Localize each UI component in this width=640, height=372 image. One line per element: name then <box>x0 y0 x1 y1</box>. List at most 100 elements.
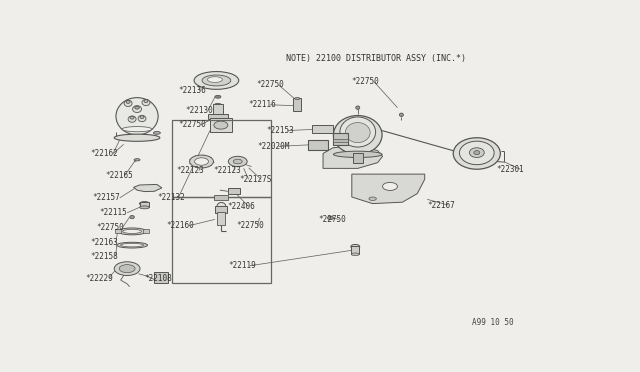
Ellipse shape <box>144 100 148 103</box>
Ellipse shape <box>135 106 140 109</box>
Bar <box>353 153 363 163</box>
Bar <box>143 230 149 233</box>
Text: *22750: *22750 <box>256 80 284 89</box>
Text: *22750: *22750 <box>236 221 264 230</box>
Ellipse shape <box>154 131 161 134</box>
Text: *22165: *22165 <box>106 171 134 180</box>
Ellipse shape <box>295 97 300 100</box>
Bar <box>213 104 223 116</box>
Bar <box>333 139 348 142</box>
Ellipse shape <box>217 202 226 211</box>
Text: *22116: *22116 <box>249 100 276 109</box>
Bar <box>210 118 232 132</box>
Text: *22160: *22160 <box>167 221 195 230</box>
Bar <box>214 195 228 200</box>
Text: *22132: *22132 <box>157 193 184 202</box>
Ellipse shape <box>121 243 143 247</box>
Ellipse shape <box>351 244 360 249</box>
Text: *22123: *22123 <box>213 166 241 175</box>
Ellipse shape <box>118 228 147 235</box>
Ellipse shape <box>207 77 222 83</box>
Bar <box>115 230 121 233</box>
Ellipse shape <box>122 126 152 132</box>
Ellipse shape <box>130 215 134 219</box>
Ellipse shape <box>351 253 359 256</box>
Ellipse shape <box>214 121 228 129</box>
Ellipse shape <box>399 113 403 116</box>
Ellipse shape <box>140 116 144 119</box>
Bar <box>333 133 348 145</box>
Text: *22158: *22158 <box>90 251 118 260</box>
Text: *22750: *22750 <box>178 121 206 129</box>
Bar <box>293 99 301 110</box>
Ellipse shape <box>346 122 370 142</box>
Ellipse shape <box>228 156 247 167</box>
Polygon shape <box>323 145 383 169</box>
Text: *22750: *22750 <box>97 224 124 232</box>
Text: *22406: *22406 <box>228 202 255 211</box>
Ellipse shape <box>189 155 213 168</box>
Ellipse shape <box>124 100 132 106</box>
Bar <box>216 206 227 213</box>
Text: *22157: *22157 <box>92 193 120 202</box>
Bar <box>228 189 240 194</box>
Text: *22123: *22123 <box>177 166 204 175</box>
Ellipse shape <box>123 230 141 233</box>
Bar <box>208 114 228 119</box>
Polygon shape <box>352 174 425 203</box>
Ellipse shape <box>215 95 221 98</box>
Ellipse shape <box>202 75 231 86</box>
Ellipse shape <box>474 151 480 155</box>
Text: *22301: *22301 <box>497 165 524 174</box>
Bar <box>140 202 149 207</box>
Ellipse shape <box>119 264 135 273</box>
Text: *22119: *22119 <box>229 261 257 270</box>
Bar <box>172 197 271 283</box>
Text: *22229: *22229 <box>85 273 113 283</box>
Ellipse shape <box>128 116 136 122</box>
Ellipse shape <box>460 141 494 165</box>
Text: *22167: *22167 <box>428 201 455 209</box>
Text: *22136: *22136 <box>178 86 206 95</box>
Ellipse shape <box>469 148 484 157</box>
Ellipse shape <box>138 115 146 122</box>
Ellipse shape <box>340 117 376 147</box>
Text: *22153: *22153 <box>266 126 294 135</box>
Bar <box>154 272 168 283</box>
Text: *22127S: *22127S <box>240 175 272 184</box>
Polygon shape <box>134 185 162 192</box>
Text: *22130: *22130 <box>186 106 213 115</box>
Ellipse shape <box>453 138 500 169</box>
Text: *22108: *22108 <box>145 273 172 283</box>
Ellipse shape <box>369 197 376 201</box>
Ellipse shape <box>356 106 360 109</box>
Text: NOTE) 22100 DISTRIBUTOR ASSY (INC.*): NOTE) 22100 DISTRIBUTOR ASSY (INC.*) <box>286 54 466 64</box>
Ellipse shape <box>116 97 158 135</box>
Ellipse shape <box>328 216 333 219</box>
Ellipse shape <box>333 151 382 157</box>
Ellipse shape <box>126 100 130 103</box>
Ellipse shape <box>134 158 140 161</box>
Text: *22750: *22750 <box>318 215 346 224</box>
Bar <box>308 140 328 150</box>
Ellipse shape <box>140 202 150 206</box>
Ellipse shape <box>194 71 239 89</box>
Text: *22750: *22750 <box>352 77 380 86</box>
Text: A99 10 50: A99 10 50 <box>472 318 513 327</box>
Ellipse shape <box>130 116 134 119</box>
Ellipse shape <box>233 159 242 164</box>
Ellipse shape <box>116 242 147 248</box>
Text: *22115: *22115 <box>99 208 127 217</box>
Bar <box>351 246 359 254</box>
Ellipse shape <box>214 103 221 106</box>
Bar <box>312 125 333 134</box>
Ellipse shape <box>132 106 141 112</box>
Bar <box>218 212 225 225</box>
Text: *22162: *22162 <box>90 149 118 158</box>
Bar <box>172 120 271 197</box>
Ellipse shape <box>140 206 150 209</box>
Text: *22020M: *22020M <box>257 142 290 151</box>
Ellipse shape <box>333 116 382 154</box>
Ellipse shape <box>114 262 140 276</box>
Ellipse shape <box>383 182 397 190</box>
